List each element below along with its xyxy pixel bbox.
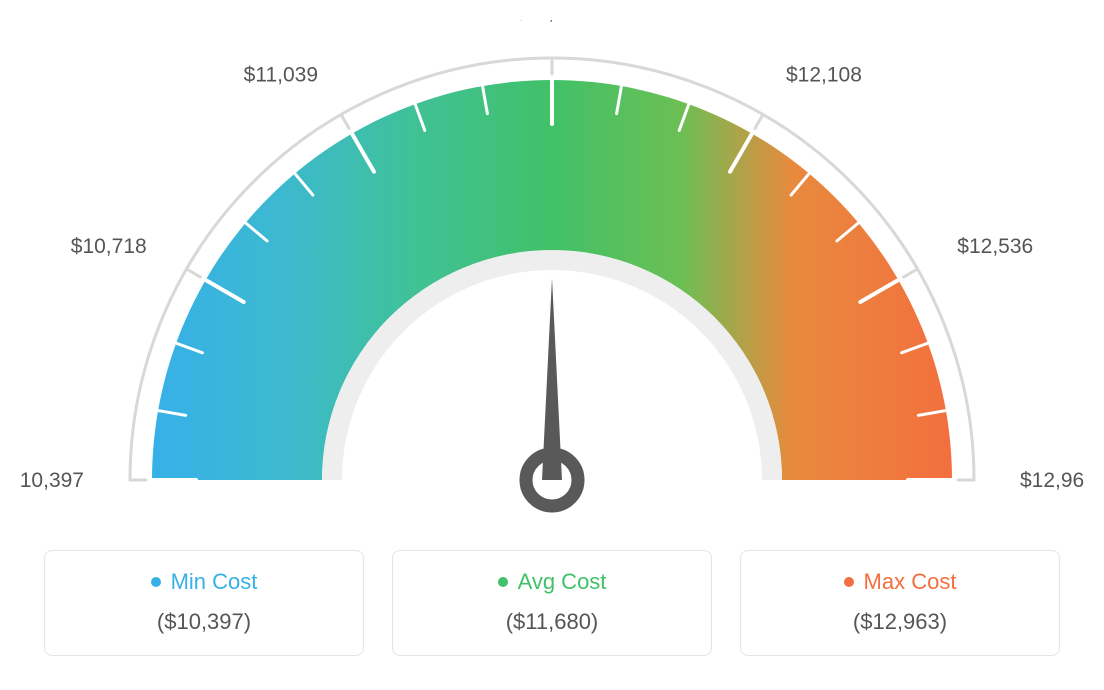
legend-title-max: Max Cost	[844, 569, 957, 595]
gauge-tick-label: $12,108	[786, 64, 862, 87]
legend-label-max: Max Cost	[864, 569, 957, 595]
legend-label-avg: Avg Cost	[518, 569, 607, 595]
legend-row: Min Cost ($10,397) Avg Cost ($11,680) Ma…	[20, 550, 1084, 656]
legend-title-min: Min Cost	[151, 569, 258, 595]
legend-value-max: ($12,963)	[741, 609, 1059, 635]
gauge-svg-container: $10,397 $10,718 $11,039 $11,680 $12,108 $12,5…	[20, 20, 1084, 520]
legend-dot-max	[844, 577, 854, 587]
legend-card-avg: Avg Cost ($11,680)	[392, 550, 712, 656]
legend-value-avg: ($11,680)	[393, 609, 711, 635]
legend-label-min: Min Cost	[171, 569, 258, 595]
legend-dot-min	[151, 577, 161, 587]
cost-gauge-chart: $10,397 $10,718 $11,039 $11,680 $12,108 $12,5…	[20, 20, 1084, 656]
legend-value-min: ($10,397)	[45, 609, 363, 635]
legend-dot-avg	[498, 577, 508, 587]
gauge-tick-label: $10,718	[71, 235, 147, 258]
gauge-svg: $10,397 $10,718 $11,039 $11,680 $12,108 $12,5…	[20, 20, 1084, 520]
legend-card-max: Max Cost ($12,963)	[740, 550, 1060, 656]
gauge-tick-label: $12,963	[1020, 469, 1084, 492]
legend-card-min: Min Cost ($10,397)	[44, 550, 364, 656]
gauge-tick-label: $11,680	[515, 20, 589, 24]
gauge-tick-label: $12,536	[957, 235, 1033, 258]
gauge-tick-label: $11,039	[244, 64, 318, 87]
gauge-tick-label: $10,397	[20, 469, 84, 492]
legend-title-avg: Avg Cost	[498, 569, 607, 595]
